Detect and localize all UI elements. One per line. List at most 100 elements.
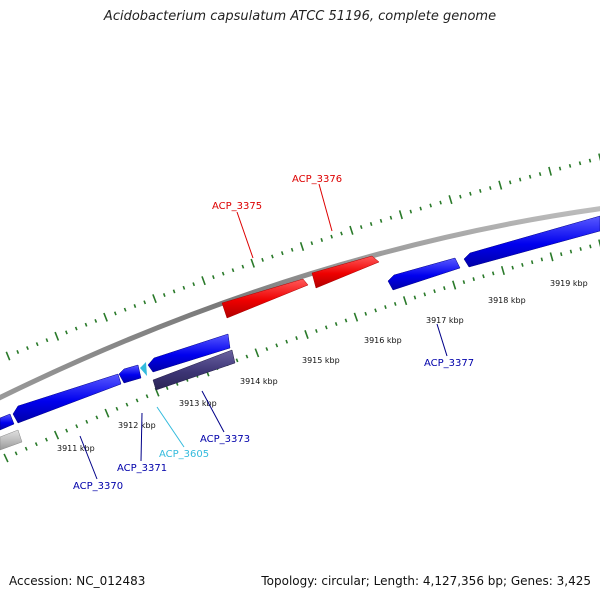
tick-mark [521,262,524,267]
scale-label-3911: 3911 kbp [57,444,95,453]
tick-mark [491,271,495,276]
tick-mark [24,446,28,451]
gene-acp3372[interactable] [152,349,236,391]
tick-mark [344,318,348,323]
scale-label-3915: 3915 kbp [302,356,340,365]
tick-mark [433,289,436,294]
gene-gray[interactable] [0,429,23,451]
tick-mark [384,305,387,310]
tick-mark [231,268,235,273]
map-title: Acidobacterium capsulatum ATCC 51196, co… [103,9,497,24]
gene-acp3376[interactable] [311,255,380,289]
gene-acp3375[interactable] [221,278,309,319]
tick-mark [113,311,117,316]
tick-mark [462,280,466,285]
tick-mark [538,172,542,177]
label-acp3370[interactable]: ACP_3370 [73,481,123,492]
tick-mark [45,338,49,343]
tick-mark [413,295,417,300]
gene-acp3377[interactable] [387,257,461,291]
tick-mark [548,166,552,176]
tick-mark [275,343,279,348]
tick-mark [518,177,522,182]
tick-mark [359,225,363,230]
tick-mark [419,206,422,211]
label-acp3377[interactable]: ACP_3377 [424,358,474,369]
gene-left-end[interactable] [0,413,15,431]
tick-mark [65,330,68,335]
scale-label-3917: 3917 kbp [426,316,464,325]
tick-mark [588,158,592,163]
tick-mark [393,301,397,306]
gene-right-end[interactable] [463,215,600,268]
leader-acp3376 [318,183,333,232]
tick-mark [285,339,289,344]
tick-mark [448,195,453,205]
tick-mark [143,300,147,305]
tick-mark [489,186,492,190]
tick-mark [84,322,88,327]
tick-mark [330,234,333,239]
tick-mark [241,264,245,269]
leader-acp3371 [140,412,143,462]
tick-mark [290,247,294,252]
tick-mark [44,437,48,442]
gene-acp3373[interactable] [147,333,231,373]
tick-mark [578,161,582,166]
tick-mark [500,265,505,276]
tick-row-upper [5,153,600,361]
scale-label-3919: 3919 kbp [550,279,588,288]
label-acp3371[interactable]: ACP_3371 [117,463,167,474]
tick-mark [235,358,239,363]
tick-mark [482,274,485,279]
label-acp3376[interactable]: ACP_3376 [292,174,342,185]
tick-mark [74,326,78,331]
tick-mark [123,307,127,312]
tick-mark [3,453,9,463]
tick-mark [152,294,157,304]
tick-mark [560,252,563,257]
tick-mark [115,406,119,411]
tick-mark [182,285,186,290]
tick-mark [402,296,408,306]
tick-mark [310,241,314,246]
label-acp3375[interactable]: ACP_3375 [212,201,262,212]
tick-mark [65,428,69,433]
tick-mark [14,451,18,456]
gene-acp3371[interactable] [118,364,142,384]
tick-mark [94,319,98,323]
tick-mark [598,153,600,162]
tick-mark [192,282,196,287]
tick-mark [280,251,284,256]
tick-mark [579,247,582,251]
accession-text: Accession: NC_012483 [9,574,146,588]
tick-mark [172,289,176,294]
leader-acp3373 [201,390,225,433]
tick-mark [479,188,482,193]
tick-mark [85,419,89,424]
tick-mark [95,415,99,420]
label-acp3605[interactable]: ACP_3605 [159,449,209,460]
leader-acp3377 [436,323,448,357]
tick-mark [299,241,305,252]
tick-mark [135,398,139,403]
tick-mark [429,203,432,208]
label-acp3373[interactable]: ACP_3373 [200,434,250,445]
scale-label-3912: 3912 kbp [118,421,156,430]
gene-acp3370[interactable] [12,373,122,424]
tick-mark [369,222,373,226]
tick-mark [304,330,309,339]
tick-mark [320,237,324,242]
gene-acp3605[interactable] [140,362,147,376]
tick-mark [125,402,129,407]
tick-mark [528,174,532,179]
tick-mark [201,276,206,286]
tick-mark [409,209,413,214]
tick-mark [261,257,264,262]
tick-mark [530,260,534,265]
tick-mark [558,166,562,171]
tick-mark [165,386,169,390]
tick-mark [16,350,20,354]
tick-mark [439,200,442,205]
